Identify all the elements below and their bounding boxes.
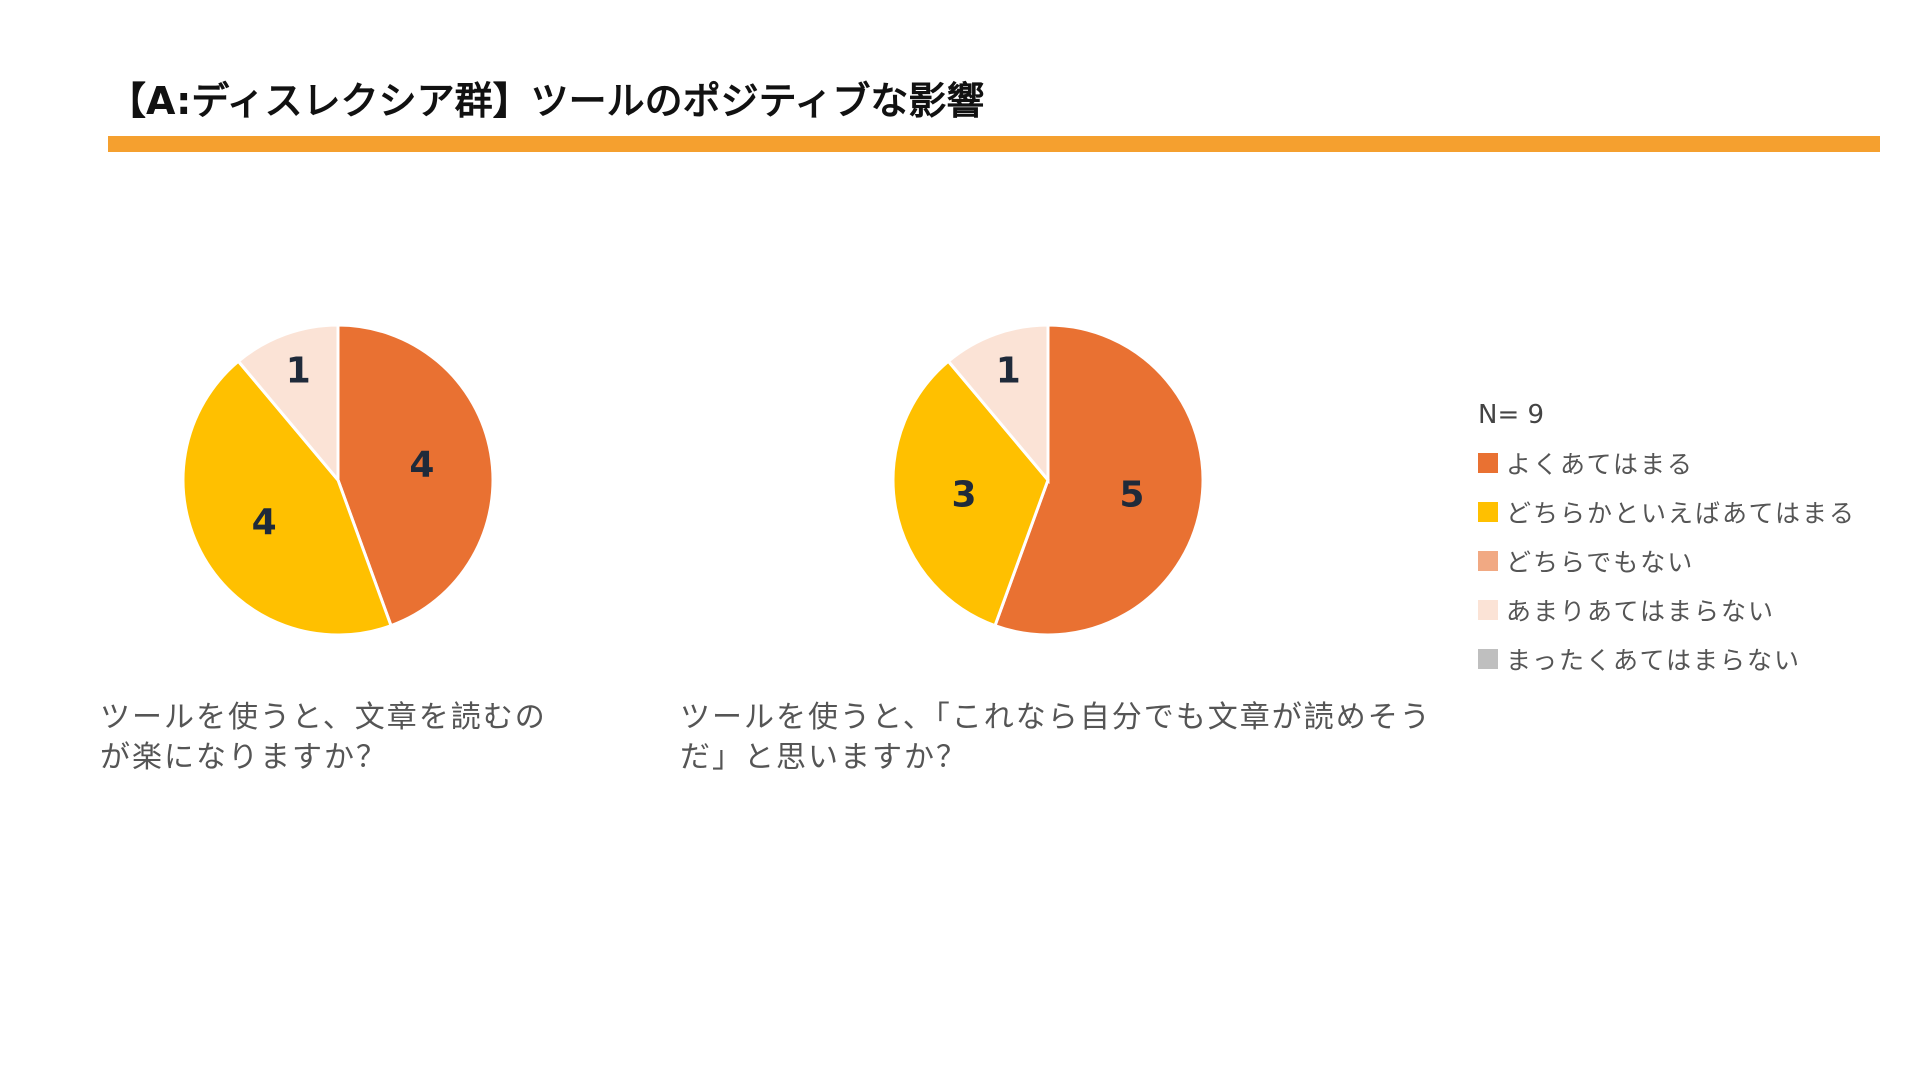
data-label-somewhat-disagree: 1 <box>286 350 311 391</box>
legend-label: どちらかといえばあてはまる <box>1506 499 1857 528</box>
legend-item-neutral: どちらでもない <box>1478 544 1898 578</box>
data-label-somewhat-agree: 3 <box>952 474 977 515</box>
legend-swatch <box>1478 600 1498 620</box>
legend-label: よくあてはまる <box>1506 450 1695 479</box>
question-reading-ease: ツールを使うと、文章を読むのが楽になりますか？ <box>100 700 547 775</box>
data-label-somewhat-disagree: 1 <box>996 350 1021 391</box>
data-label-strongly-agree: 4 <box>409 445 434 486</box>
chart-legend: N= 9 よくあてはまる どちらかといえばあてはまる どちらでもない あまりあて… <box>1478 398 1898 691</box>
legend-label: あまりあてはまらない <box>1506 597 1776 626</box>
pie-chart-reading-ease: 4 4 1 <box>181 323 495 637</box>
legend-item-somewhat-disagree: あまりあてはまらない <box>1478 593 1898 627</box>
title-rule <box>108 136 1880 152</box>
pie-slice-strongly-agree <box>993 323 1205 637</box>
legend-item-strongly-disagree: まったくあてはまらない <box>1478 642 1898 676</box>
data-label-strongly-agree: 5 <box>1119 474 1144 515</box>
pie-slice-somewhat-disagree <box>236 323 340 485</box>
legend-item-strongly-agree: よくあてはまる <box>1478 446 1898 480</box>
legend-swatch <box>1478 453 1498 473</box>
pie-slice-strongly-agree <box>336 323 495 628</box>
legend-label: どちらでもない <box>1506 548 1695 577</box>
slide-title: 【A:ディスレクシア群】ツールのポジティブな影響 <box>108 79 985 123</box>
legend-swatch <box>1478 551 1498 571</box>
sample-size-label: N= 9 <box>1478 400 1545 430</box>
pie-slice-somewhat-agree <box>181 359 393 637</box>
legend-swatch <box>1478 502 1498 522</box>
question-reading-confidence: ツールを使うと、「これなら自分でも文章が読めそうだ」と思いますか？ <box>680 700 1432 775</box>
pie-slice-somewhat-agree <box>891 359 1050 628</box>
data-label-somewhat-agree: 4 <box>252 502 277 543</box>
legend-swatch <box>1478 649 1498 669</box>
pie-chart-reading-confidence: 5 3 1 <box>891 323 1205 637</box>
legend-label: まったくあてはまらない <box>1506 646 1802 675</box>
pie-slice-somewhat-disagree <box>946 323 1050 485</box>
legend-item-somewhat-agree: どちらかといえばあてはまる <box>1478 495 1898 529</box>
